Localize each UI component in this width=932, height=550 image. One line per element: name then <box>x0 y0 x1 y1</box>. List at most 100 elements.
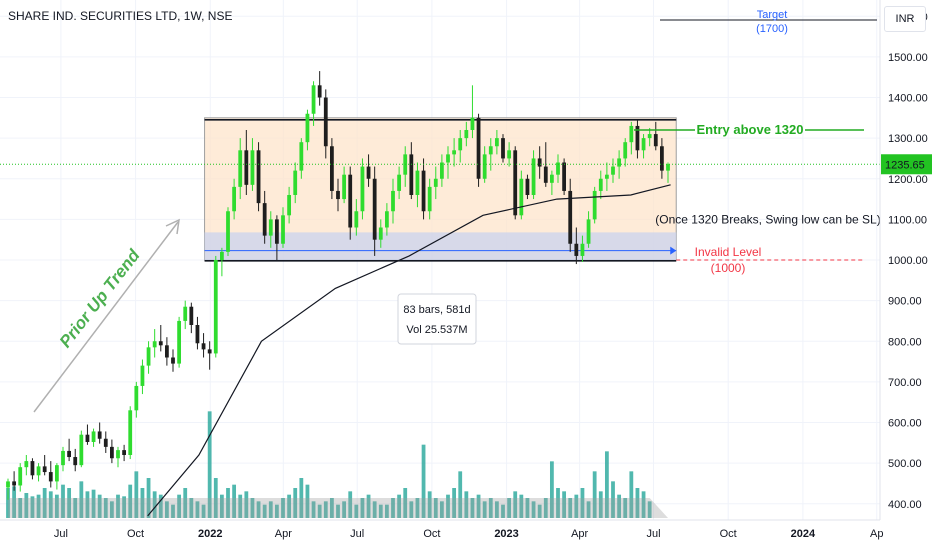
candle-body <box>140 365 145 386</box>
measure-info-box: 83 bars, 581d Vol 25.537M <box>397 293 477 345</box>
candle <box>494 130 499 155</box>
candle <box>183 300 188 330</box>
candle-body <box>189 306 194 325</box>
candle <box>415 162 420 208</box>
price-tick-label: 500.00 <box>888 458 922 470</box>
candle-body <box>568 190 573 244</box>
candle <box>61 446 65 472</box>
candle <box>109 439 114 464</box>
volume-bar <box>232 484 237 518</box>
measure-arrow-head <box>670 246 677 255</box>
candle-body <box>97 431 102 439</box>
candle <box>24 455 29 476</box>
currency-button[interactable]: INR <box>884 6 926 32</box>
candle <box>647 127 652 147</box>
volume-bar <box>580 488 585 518</box>
candle <box>73 448 78 472</box>
candle-body <box>91 431 96 442</box>
volume-bar <box>262 504 267 518</box>
volume-bar <box>73 498 78 518</box>
candle <box>659 138 664 179</box>
candle <box>342 166 347 204</box>
candle <box>488 138 493 171</box>
volume-bar <box>354 504 359 518</box>
candle-body <box>134 385 139 411</box>
candle-body <box>6 481 10 488</box>
candle-body <box>354 211 359 228</box>
candle-body <box>360 166 365 212</box>
volume-bar <box>238 494 243 518</box>
candle-body <box>268 219 273 236</box>
candle-body <box>164 345 169 358</box>
candle-body <box>427 186 432 212</box>
candle <box>67 438 72 462</box>
volume-bar <box>458 471 463 518</box>
candle-body <box>397 174 402 191</box>
candle-body <box>183 306 188 321</box>
candle <box>293 162 298 204</box>
volume-bar <box>61 484 65 518</box>
candle <box>48 461 53 488</box>
candle-body <box>452 150 457 155</box>
candle-body <box>219 251 224 260</box>
volume-bar <box>91 489 96 518</box>
candle-body <box>384 211 389 228</box>
volume-bar <box>501 504 505 518</box>
candle-body <box>30 461 35 476</box>
candle <box>549 170 554 195</box>
candle <box>519 170 524 220</box>
candle <box>317 71 322 106</box>
candle <box>91 428 96 447</box>
candle-body <box>12 481 17 486</box>
volume-bar <box>452 488 457 518</box>
price-tick-label: 1400.00 <box>888 93 928 105</box>
volume-bar <box>531 501 536 518</box>
candle-body <box>366 166 371 179</box>
trend-arrow-head <box>165 218 180 235</box>
candle-body <box>519 178 524 216</box>
volume-bar <box>48 491 53 518</box>
candle-body <box>580 243 585 256</box>
volume-bar <box>586 501 591 518</box>
volume-bar <box>598 491 603 518</box>
candle-body <box>226 211 230 252</box>
volume-bar <box>568 498 573 518</box>
candle-body <box>336 190 340 200</box>
candle <box>537 146 542 179</box>
candle-body <box>513 150 518 216</box>
candles <box>6 71 670 500</box>
candle-body <box>464 130 469 139</box>
volume-bar <box>488 498 493 518</box>
volume-bar <box>507 498 512 518</box>
time-tick-label: Jul <box>646 528 660 540</box>
volume-bar <box>647 501 652 518</box>
volume-bar <box>128 484 133 518</box>
price-tick-label: 1200.00 <box>888 174 928 186</box>
candle <box>213 255 218 358</box>
candle-body <box>623 142 628 159</box>
candle <box>103 431 108 453</box>
volume-bar <box>378 504 383 518</box>
symbol-title: SHARE IND. SECURITIES LTD, 1W, NSE <box>8 9 233 23</box>
candle-body <box>604 174 609 179</box>
time-tick-label: Apr <box>275 528 292 540</box>
volume-bars <box>6 411 668 518</box>
candle-body <box>48 472 53 482</box>
candle-body <box>458 138 463 151</box>
candle <box>476 113 481 187</box>
volume-bar <box>79 481 84 518</box>
candle <box>323 89 328 159</box>
candle <box>623 138 628 167</box>
volume-bar <box>250 498 255 518</box>
volume-bar <box>348 491 353 518</box>
candle-body <box>372 178 377 240</box>
candle-body <box>617 158 622 167</box>
target-value: (1700) <box>756 23 788 35</box>
candle-body <box>562 162 567 191</box>
volume-bar <box>439 501 444 518</box>
candle-body <box>79 434 84 466</box>
candle <box>146 341 151 374</box>
volume-bar <box>513 491 518 518</box>
candle <box>274 215 279 260</box>
